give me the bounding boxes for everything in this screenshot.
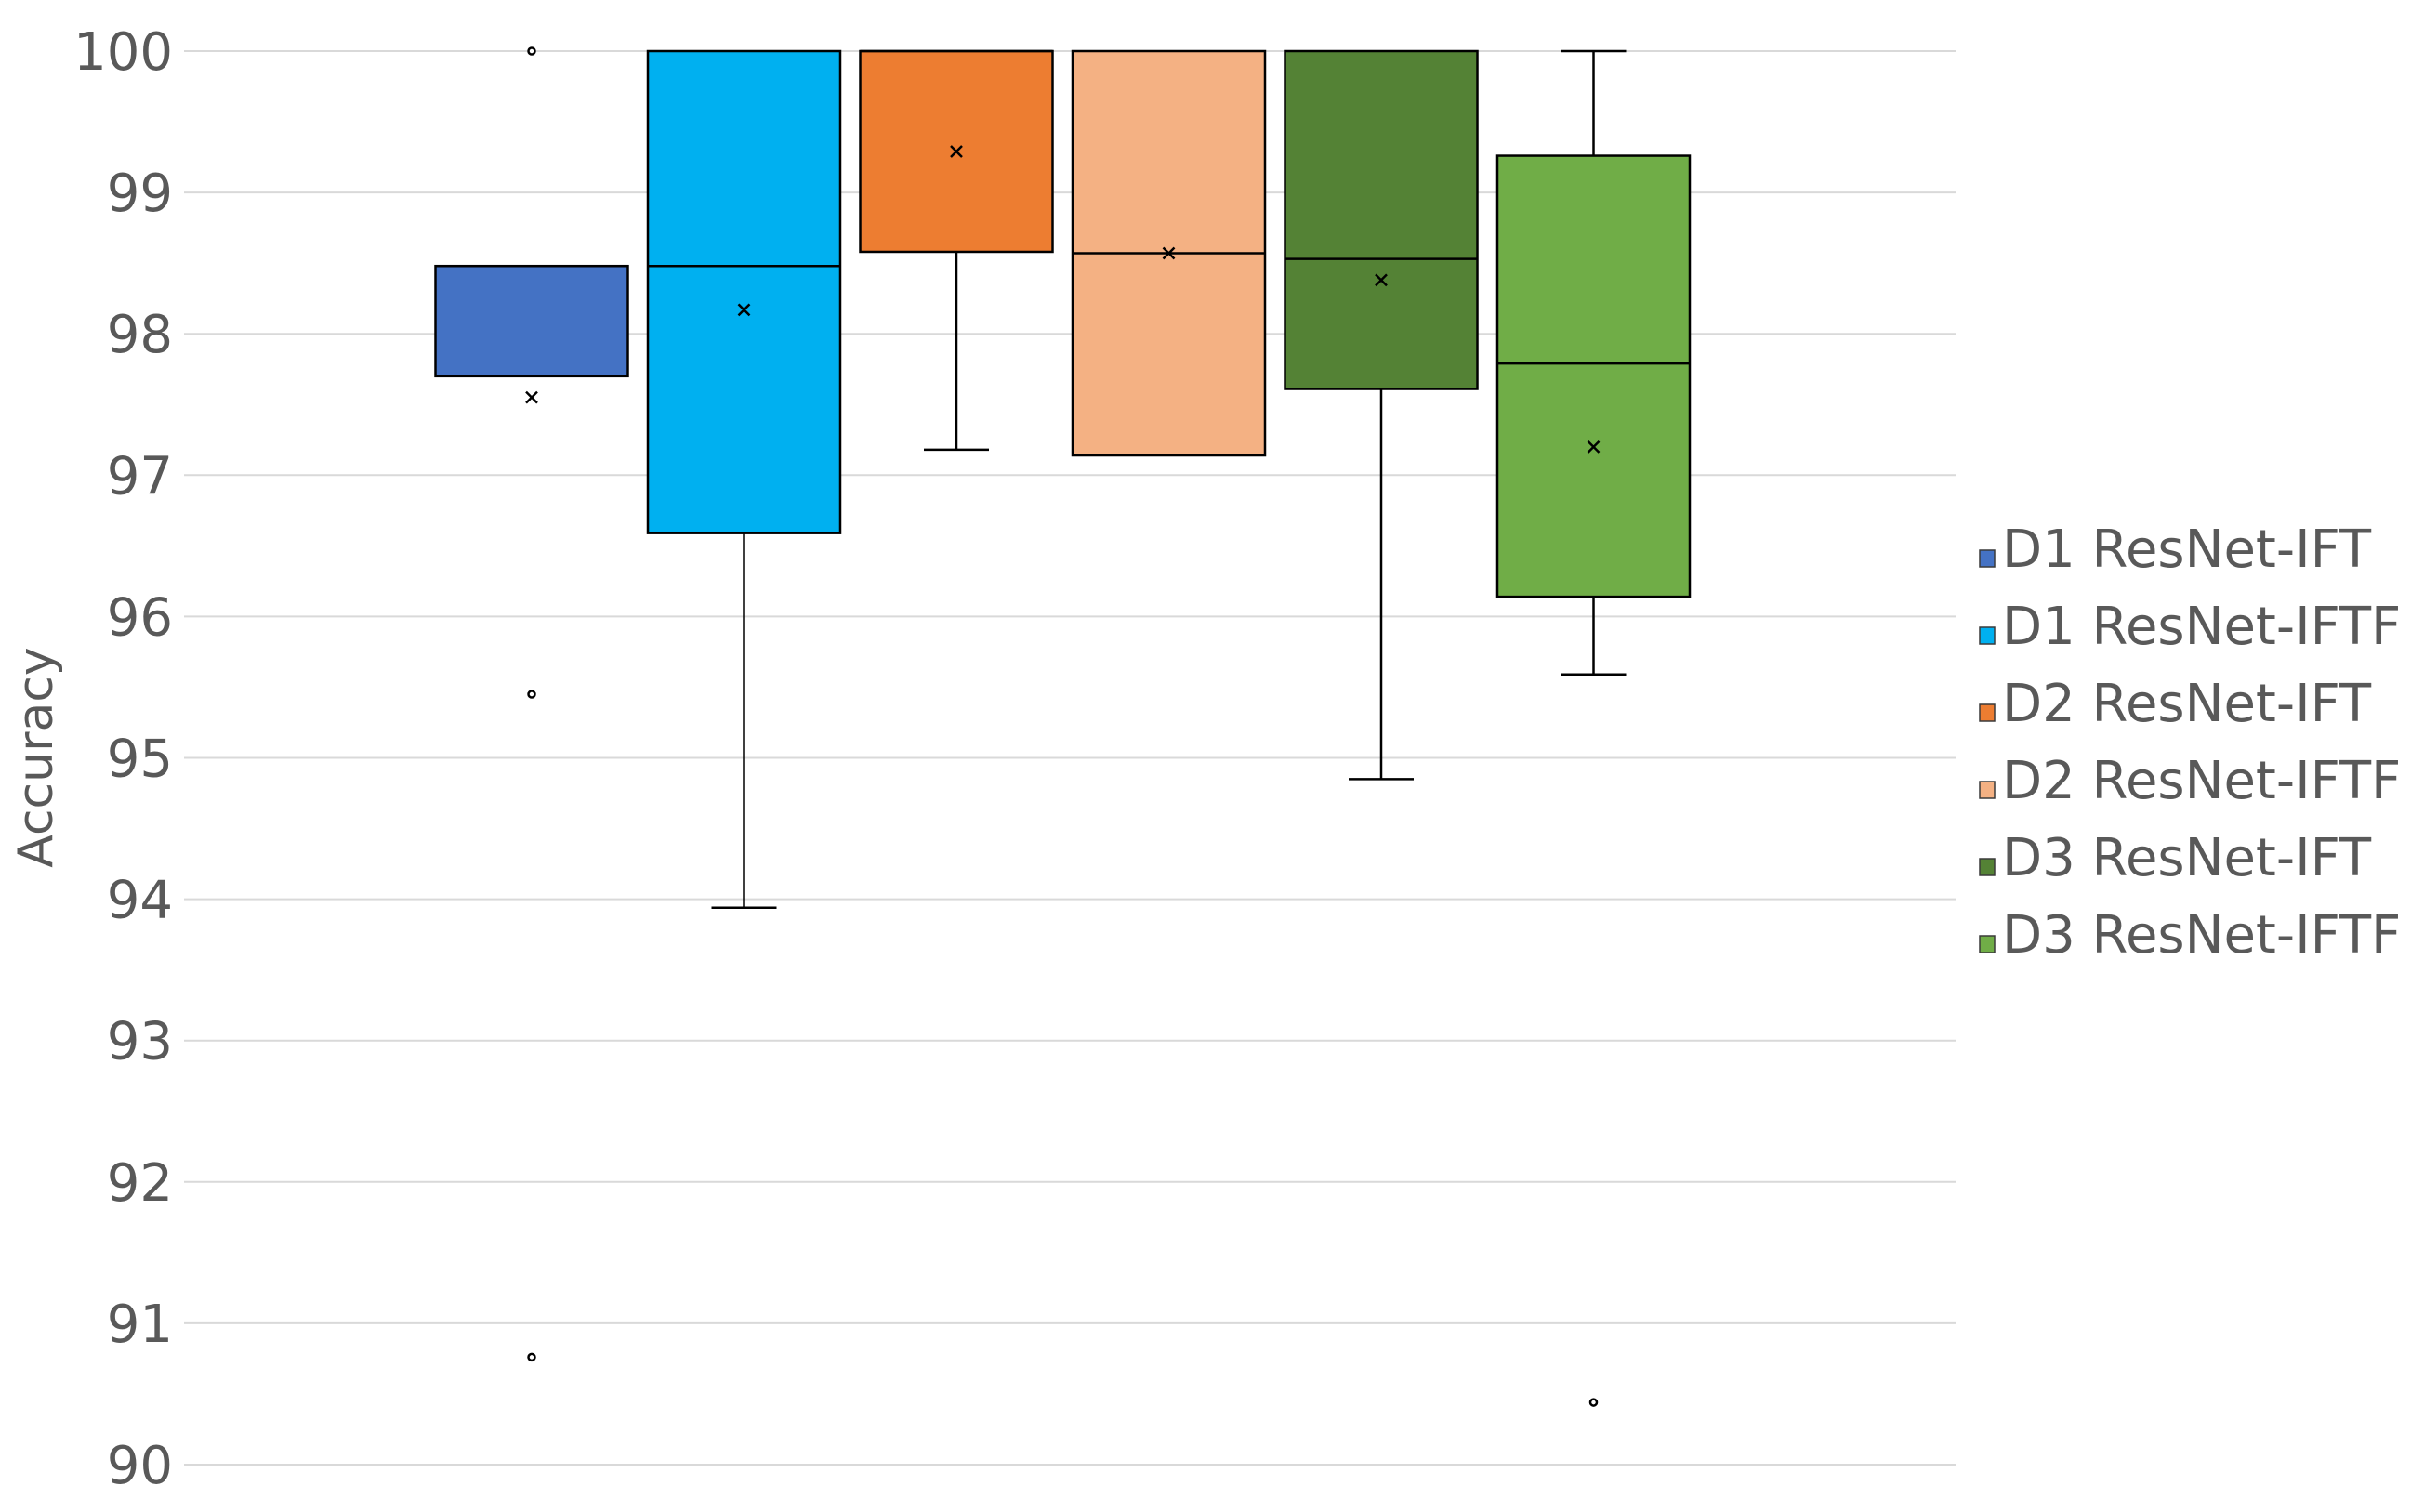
box-series — [646, 49, 842, 909]
legend-label: D1 ResNet-IFT — [2002, 519, 2372, 580]
box-series — [1495, 49, 1692, 1407]
box-iqr — [434, 264, 629, 378]
y-axis-title: Accuracy — [8, 647, 64, 867]
legend-item: D1 ResNet-IFTF — [1979, 597, 2401, 657]
outlier-point — [527, 690, 536, 699]
box-series-layer — [434, 46, 1692, 1407]
legend-label: D2 ResNet-IFT — [2002, 674, 2372, 734]
legend-swatch — [1979, 703, 1996, 722]
mean-marker-stroke — [1587, 440, 1601, 454]
mean-marker-stroke — [1375, 273, 1388, 287]
y-tick-label: 98 — [107, 305, 173, 365]
y-tick-label: 97 — [107, 446, 173, 506]
legend-item: D2 ResNet-IFT — [1979, 674, 2372, 734]
y-tick-label: 99 — [107, 164, 173, 224]
y-tick-label: 94 — [107, 871, 173, 931]
outlier-point — [527, 46, 536, 56]
legend-item: D3 ResNet-IFT — [1979, 828, 2372, 888]
box-iqr — [1495, 154, 1692, 598]
y-tick-label: 90 — [107, 1436, 173, 1496]
mean-marker-stroke — [1162, 246, 1176, 260]
mean-marker-stroke — [525, 390, 538, 404]
mean-marker — [1587, 440, 1601, 454]
legend-label: D2 ResNet-IFTF — [2002, 751, 2401, 811]
y-tick-label: 93 — [107, 1012, 173, 1072]
mean-marker — [950, 145, 963, 158]
legend-swatch — [1979, 549, 1996, 568]
outlier-point — [527, 1352, 536, 1362]
legend-label: D1 ResNet-IFTF — [2002, 597, 2401, 657]
legend-label: D3 ResNet-IFT — [2002, 828, 2372, 888]
y-tick-label: 96 — [107, 587, 173, 648]
y-tick-label: 91 — [107, 1295, 173, 1355]
y-axis-tick-labels: 90 91 92 93 94 95 96 97 98 99 100 — [73, 22, 173, 1496]
box-series — [1284, 49, 1479, 781]
legend-item: D2 ResNet-IFTF — [1979, 751, 2401, 811]
box-series — [434, 46, 629, 1362]
mean-marker — [525, 390, 538, 404]
y-tick-label: 95 — [107, 730, 173, 790]
legend-swatch — [1979, 781, 1996, 799]
legend: D1 ResNet-IFT D1 ResNet-IFTF D2 ResNet-IFT… — [1979, 519, 2401, 966]
mean-marker-stroke — [737, 303, 751, 317]
box-iqr — [1284, 49, 1479, 390]
box-iqr — [646, 49, 842, 534]
outlier-point — [1588, 1398, 1599, 1407]
y-tick-label: 100 — [73, 22, 173, 83]
legend-item: D3 ResNet-IFTF — [1979, 905, 2401, 966]
box-series — [859, 49, 1054, 452]
legend-swatch — [1979, 626, 1996, 645]
legend-swatch — [1979, 935, 1996, 953]
box-series — [1071, 49, 1267, 457]
legend-swatch — [1979, 858, 1996, 876]
mean-marker — [1162, 246, 1176, 260]
legend-label: D3 ResNet-IFTF — [2002, 905, 2401, 966]
mean-marker-stroke — [950, 145, 963, 158]
y-tick-label: 92 — [107, 1153, 173, 1214]
mean-marker — [1375, 273, 1388, 287]
legend-item: D1 ResNet-IFT — [1979, 519, 2372, 580]
mean-marker — [737, 303, 751, 317]
